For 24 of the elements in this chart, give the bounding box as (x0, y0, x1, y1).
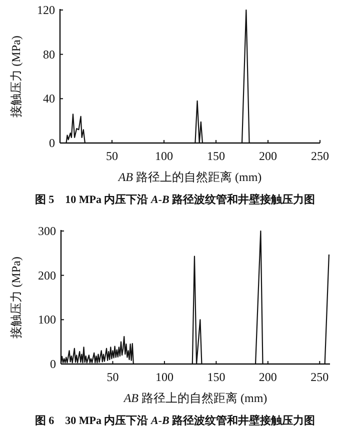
y-tick-label: 100 (38, 312, 56, 327)
text: 图 5 10 MPa 内压下沿 A-B 路径波纹管和井壁接触压力图 (34, 193, 316, 206)
x-tick-label: 100 (155, 370, 174, 384)
x-tick-label: 200 (259, 149, 277, 163)
y-tick-label: 200 (38, 268, 56, 282)
y-tick-label: 0 (50, 357, 56, 371)
y-tick-label: 0 (49, 136, 55, 150)
y-axis-title: 接触压力 (MPa) (9, 36, 23, 118)
x-tick-label: 250 (311, 149, 329, 163)
y-tick-label: 300 (38, 224, 56, 238)
x-tick-label: 50 (106, 370, 119, 384)
y-tick-label: 80 (43, 47, 55, 62)
text: 图 6 30 MPa 内压下沿 A-B 路径波纹管和井壁接触压力图 (34, 414, 316, 427)
x-axis-title: AB 路径上的自然距离 (mm) (117, 170, 262, 184)
x-tick-label: 200 (258, 370, 277, 384)
x-axis-title: AB 路径上的自然距离 (mm) (122, 391, 268, 405)
x-tick-label: 100 (155, 149, 173, 163)
y-tick-label: 40 (43, 92, 55, 106)
x-tick-label: 50 (106, 149, 118, 163)
x-tick-label: 150 (207, 149, 225, 163)
x-tick-label: 250 (310, 370, 329, 384)
y-axis-title: 接触压力 (MPa) (9, 256, 23, 338)
y-tick-label: 120 (37, 3, 55, 17)
x-tick-label: 150 (207, 370, 226, 384)
